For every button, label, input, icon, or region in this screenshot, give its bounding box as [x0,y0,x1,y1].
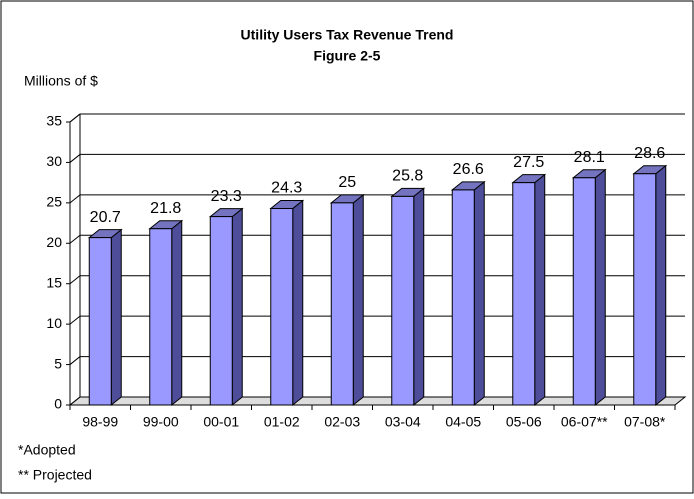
x-tick-label: 00-01 [203,414,239,430]
x-tick-label: 05-06 [506,414,542,430]
value-label: 27.5 [513,154,544,171]
y-tick-label: 35 [46,113,62,129]
y-tick-label: 25 [46,194,62,210]
bar-face [270,208,294,406]
bar [450,180,486,407]
bar-face [391,195,415,406]
bar-face [110,228,122,407]
bar [571,168,607,407]
value-label: 24.3 [271,180,302,197]
bar-face [88,237,112,406]
bar [511,173,547,407]
bar [390,187,426,407]
y-tick-label: 15 [46,274,62,290]
grid-line [69,396,81,406]
bar-face [292,199,304,407]
bar-face [451,189,475,406]
bar-face [572,177,596,406]
y-tick-label: 30 [46,153,62,169]
x-tick-label: 03-04 [385,414,421,430]
x-tick-label: 04-05 [445,414,481,430]
bar-face [209,216,233,406]
x-tick-label: 02-03 [324,414,360,430]
bar-face [171,219,183,407]
bar-face [413,187,425,407]
y-tick-label: 0 [54,396,62,412]
bar-face [149,228,173,406]
x-tick-label: 06-07** [561,414,608,430]
bar-face [534,173,546,407]
bar-face [330,202,354,406]
bar [148,219,184,407]
grid-line [69,275,81,285]
bar-face [352,193,364,407]
y-tick-label: 10 [46,315,62,331]
bar [632,164,668,407]
x-tick-label: 98-99 [82,414,118,430]
grid-line [69,154,81,163]
bar-face [594,168,606,407]
value-label: 20.7 [90,209,121,226]
bar-face [655,164,667,407]
bar-face [473,180,485,407]
y-tick-label: 20 [46,234,62,250]
y-tick-label: 5 [54,355,62,371]
footnote: *Adopted [18,442,76,458]
bar [87,228,123,407]
bar-face [231,207,243,407]
value-label: 23.3 [211,188,242,205]
value-label: 28.6 [634,145,665,162]
bar [269,199,305,407]
bar [329,193,365,407]
value-label: 28.1 [574,149,605,166]
bar-face [512,182,536,406]
chart-subtitle: Figure 2-5 [314,48,381,64]
value-label: 25.8 [392,168,423,185]
x-tick-label: 99-00 [143,414,179,430]
grid-line [69,234,81,244]
y-axis-label: Millions of $ [24,73,98,89]
footnote: ** Projected [18,467,92,483]
grid-line [69,113,81,123]
bar [208,207,244,407]
chart-title: Utility Users Tax Revenue Trend [241,27,454,43]
x-tick-label: 07-08* [624,414,666,430]
value-label: 26.6 [453,161,484,178]
x-tick-label: 01-02 [264,414,300,430]
bar-face [633,173,657,406]
grid-line [69,356,81,365]
grid-line [69,315,81,325]
grid-line [69,194,81,204]
value-label: 21.8 [150,200,181,217]
value-label: 25 [338,174,356,191]
